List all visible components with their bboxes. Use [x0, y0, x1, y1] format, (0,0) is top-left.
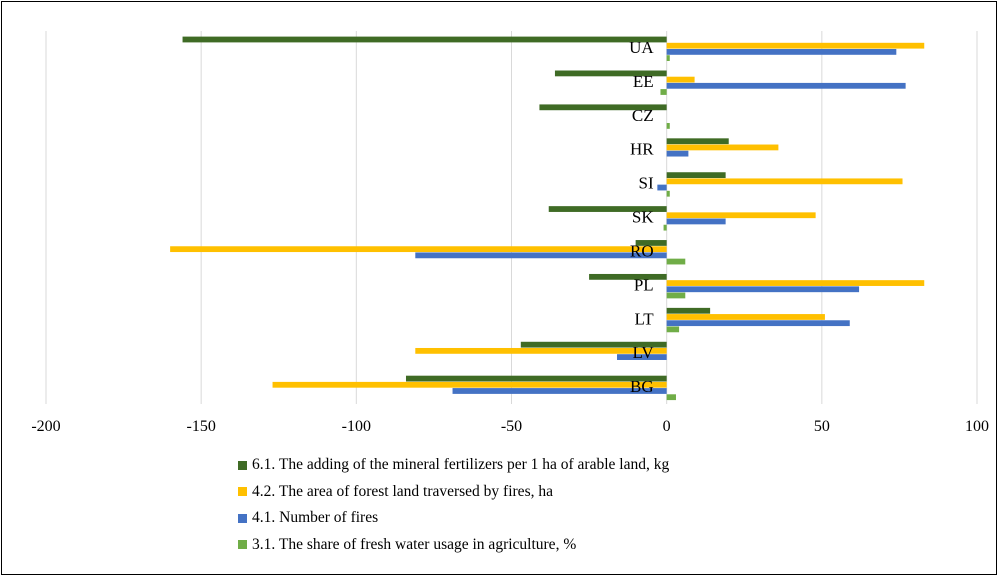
- bar-ua-series-2: [666, 42, 925, 49]
- bar-pl-series-3: [666, 286, 860, 293]
- category-label-bg: BG: [630, 377, 654, 396]
- bar-sk-series-2: [666, 212, 816, 219]
- bar-lt-series-2: [666, 314, 825, 320]
- category-labels: UA EE CZ HR SI SK RO PL LT LV BG: [629, 38, 654, 396]
- bar-hr-series-1: [666, 138, 729, 145]
- bar-ro-series-4: [666, 258, 686, 265]
- x-tick-label: -100: [342, 418, 371, 435]
- bar-ro-series-1: [635, 240, 667, 246]
- category-label-lt: LT: [634, 309, 654, 328]
- legend-swatch: [238, 540, 247, 550]
- x-tick-label: 100: [965, 418, 989, 435]
- legend-label: 4.2. The area of forest land traversed b…: [252, 482, 553, 500]
- bar-ua-series-4: [666, 55, 670, 61]
- bar-si-series-3: [657, 184, 667, 191]
- category-label-ro: RO: [630, 241, 654, 260]
- legend: 6.1. The adding of the mineral fertilize…: [238, 452, 669, 558]
- category-label-ua: UA: [629, 38, 654, 57]
- bar-ua-series-3: [666, 49, 897, 55]
- x-tick-label: 0: [663, 418, 671, 435]
- legend-item-2: 4.2. The area of forest land traversed b…: [238, 479, 669, 506]
- category-label-pl: PL: [634, 275, 654, 294]
- bar-pl-series-4: [666, 292, 686, 299]
- bar-ee-series-1: [554, 70, 667, 77]
- legend-swatch: [238, 487, 247, 497]
- bar-si-series-2: [666, 178, 903, 185]
- bar-bg-series-3: [452, 388, 667, 394]
- category-label-si: SI: [639, 174, 654, 193]
- bar-pl-series-1: [589, 273, 667, 280]
- bar-sk-series-3: [666, 218, 726, 225]
- bar-ro-series-3: [415, 252, 667, 259]
- bar-bg-series-1: [405, 375, 667, 382]
- category-label-lv: LV: [633, 343, 655, 362]
- bar-si-series-1: [666, 172, 726, 179]
- legend-label: 6.1. The adding of the mineral fertilize…: [252, 456, 670, 474]
- bar-ee-series-2: [666, 76, 695, 83]
- bar-lt-series-3: [666, 320, 850, 327]
- x-axis-tick-labels: -200 -150 -100 -50 0 50 100: [31, 418, 989, 435]
- bar-cz-series-1: [539, 104, 667, 111]
- bar-ee-series-3: [666, 82, 906, 89]
- bar-lt-series-4: [666, 326, 680, 333]
- category-label-hr: HR: [630, 140, 654, 159]
- category-label-cz: CZ: [632, 106, 654, 125]
- legend-item-4: 3.1. The share of fresh water usage in a…: [238, 532, 669, 559]
- category-label-sk: SK: [632, 208, 654, 227]
- bar-ee-series-4: [660, 89, 667, 95]
- bars: [170, 36, 925, 401]
- x-tick-label: -200: [31, 418, 60, 435]
- legend-item-3: 4.1. Number of fires: [238, 505, 669, 532]
- x-tick-label: 50: [814, 418, 830, 435]
- bar-ua-series-1: [182, 36, 667, 43]
- bar-hr-series-2: [666, 144, 779, 151]
- bar-lt-series-1: [666, 307, 711, 314]
- bar-ro-series-2: [170, 246, 667, 253]
- bar-lv-series-2: [415, 347, 667, 354]
- bar-sk-series-4: [663, 224, 667, 231]
- bar-hr-series-3: [666, 150, 689, 157]
- bar-bg-series-2: [272, 381, 667, 388]
- legend-label: 3.1. The share of fresh water usage in a…: [252, 535, 577, 553]
- legend-swatch: [238, 513, 247, 523]
- legend-swatch: [238, 460, 247, 470]
- x-tick-label: -50: [501, 418, 522, 435]
- bar-sk-series-1: [548, 206, 667, 212]
- bar-cz-series-4: [666, 123, 670, 129]
- bar-si-series-4: [666, 190, 670, 197]
- bar-pl-series-2: [666, 280, 925, 286]
- bar-lv-series-3: [617, 354, 667, 360]
- category-label-ee: EE: [633, 72, 654, 91]
- legend-item-1: 6.1. The adding of the mineral fertilize…: [238, 452, 669, 479]
- x-tick-label: -150: [187, 418, 216, 435]
- bar-lv-series-1: [520, 341, 667, 348]
- legend-label: 4.1. Number of fires: [252, 509, 379, 527]
- bar-bg-series-4: [666, 394, 676, 401]
